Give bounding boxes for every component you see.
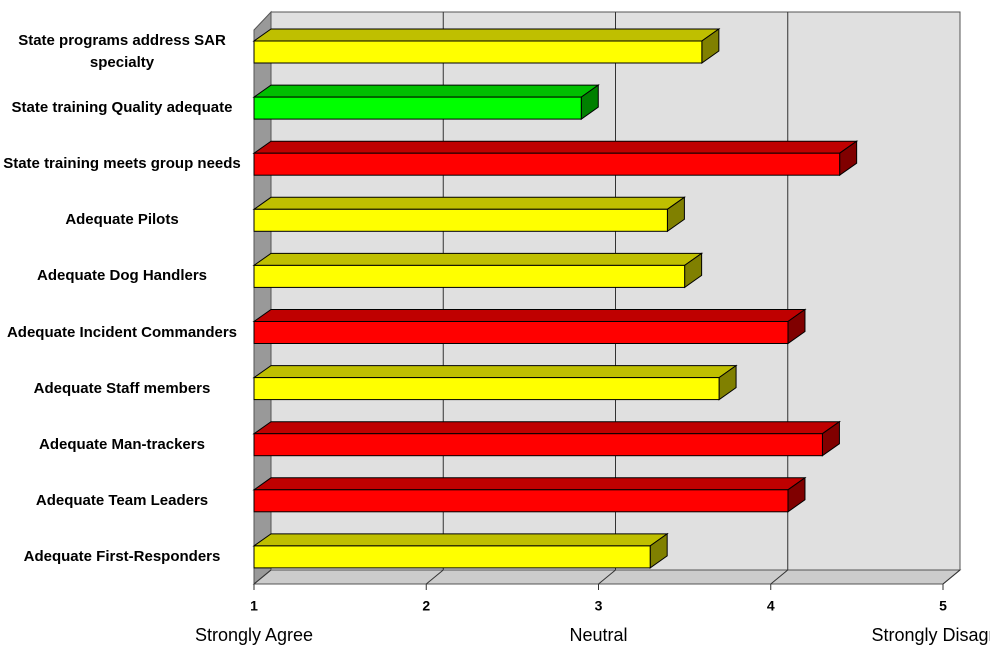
bar-top: [252, 84, 600, 98]
tick-line: [942, 569, 961, 585]
bar-top: [252, 140, 859, 154]
bar: [253, 489, 789, 513]
bar-top: [252, 309, 807, 322]
y-tick-label: Adequate Dog Handlers: [36, 267, 208, 285]
y-tick-label: Adequate Team Leaders: [35, 491, 209, 509]
bar: [253, 433, 823, 457]
bar: [253, 40, 703, 64]
tick-line: [598, 569, 616, 585]
axis-annotation: Neutral: [569, 625, 627, 645]
bar: [253, 152, 841, 176]
bar: [253, 377, 720, 401]
x-tick-label: 5: [939, 598, 947, 614]
tick-line: [770, 569, 789, 585]
y-tick-label: State programs address SAR specialty: [18, 32, 226, 71]
x-tick-label: 4: [767, 598, 775, 614]
tick-line: [253, 569, 272, 585]
y-tick-label: State training meets group needs: [3, 155, 241, 173]
y-tick-label: Adequate Pilots: [65, 211, 179, 229]
x-tick-label: 2: [422, 598, 430, 614]
bar: [253, 96, 582, 120]
bar: [253, 321, 789, 344]
y-tick-label: State training Quality adequate: [11, 99, 233, 117]
bar-top: [252, 477, 807, 491]
bar: [253, 264, 686, 288]
y-tick-label: Adequate First-Responders: [23, 547, 221, 565]
tick-line: [425, 569, 444, 585]
bar-top: [252, 533, 669, 547]
x-tick-label: 1: [250, 598, 258, 614]
bar-top: [252, 196, 686, 210]
bar: [253, 208, 668, 232]
axis-annotation: Strongly Disagree: [871, 625, 990, 645]
bar-top: [252, 28, 721, 42]
x-tick-label: 3: [595, 598, 603, 614]
y-tick-label: Adequate Staff members: [33, 379, 211, 397]
bar-top: [252, 421, 842, 435]
axis-annotation: Strongly Agree: [195, 625, 313, 645]
y-tick-label: Adequate Incident Commanders: [6, 323, 238, 341]
bar-top: [252, 252, 704, 266]
bar-top: [252, 365, 738, 379]
bar: [253, 545, 651, 569]
y-tick-label: Adequate Man-trackers: [39, 435, 205, 453]
